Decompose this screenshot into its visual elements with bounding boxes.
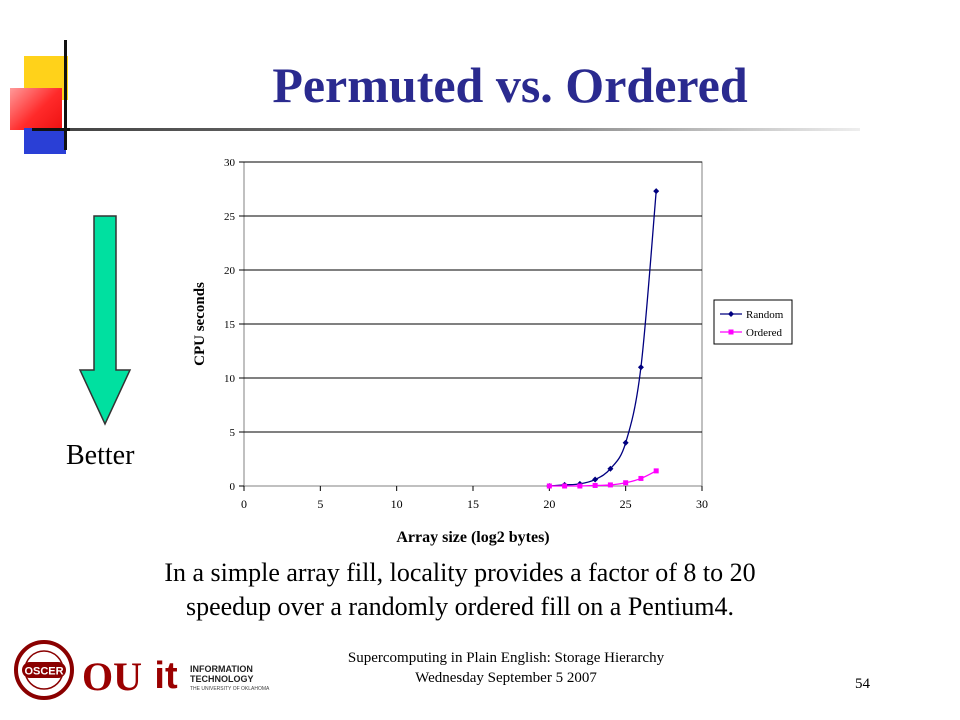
decor-horizontal-bar	[32, 128, 72, 131]
data-point-random-4	[607, 465, 614, 472]
ou-logo-text: OU	[82, 654, 142, 699]
footer-line-1: Supercomputing in Plain English: Storage…	[347, 650, 665, 666]
better-label: Better	[66, 440, 135, 471]
data-point-ordered-0	[546, 483, 552, 489]
y-tick-label: 30	[224, 157, 236, 169]
caption-line-1: In a simple array fill, locality provide…	[164, 558, 756, 587]
decor-red-square	[10, 88, 62, 130]
data-point-ordered-7	[653, 468, 659, 474]
x-tick-label: 20	[543, 497, 555, 511]
ou-logo: OU	[82, 654, 142, 699]
down-arrow-shape	[78, 215, 132, 426]
data-point-random-6	[637, 364, 644, 371]
oscer-logo-text: OSCER	[24, 666, 63, 678]
y-tick-label: 25	[224, 211, 236, 223]
data-point-ordered-4	[607, 482, 613, 488]
data-point-random-5	[622, 439, 629, 446]
series-ordered	[546, 468, 659, 489]
chart-legend-items: Random Ordered	[720, 309, 784, 339]
it-logo-line-2: TECHNOLOGY	[190, 674, 254, 684]
decor-vertical-bar	[64, 40, 67, 150]
oscer-logo: OSCER	[14, 640, 74, 700]
title-underline	[70, 128, 860, 131]
legend-item-ordered: Ordered	[720, 327, 783, 339]
slide-title: Permuted vs. Ordered	[272, 57, 748, 113]
legend-item-random: Random	[720, 309, 784, 321]
footer-line-2: Wednesday September 5 2007	[415, 670, 597, 686]
data-point-random-3	[592, 476, 599, 483]
slide-footer: Supercomputing in Plain English: Storage…	[276, 648, 736, 688]
data-point-ordered-1	[562, 483, 568, 489]
data-point-ordered-6	[638, 475, 644, 481]
legend-label: Random	[746, 309, 784, 321]
data-point-ordered-3	[592, 482, 598, 488]
chart-y-tick-labels: 0 5 10 15 20 25 30	[224, 157, 236, 493]
it-logo-mark: it	[154, 655, 178, 697]
y-tick-label: 10	[224, 373, 236, 385]
caption-line-2: speedup over a randomly ordered fill on …	[185, 592, 735, 621]
y-tick-label: 0	[230, 481, 236, 493]
decor-blue-square	[24, 128, 66, 154]
slide-number: 54	[855, 676, 870, 692]
x-tick-label: 15	[467, 497, 479, 511]
x-tick-label: 0	[241, 497, 247, 511]
it-logo: it INFORMATION TECHNOLOGY THE UNIVERSITY…	[154, 655, 270, 697]
x-tick-label: 5	[317, 497, 323, 511]
down-arrow-icon	[78, 215, 132, 426]
legend-label: Ordered	[746, 327, 783, 339]
chart-x-axis-label: Array size (log2 bytes)	[396, 529, 549, 546]
logo-strip: OSCER OU it INFORMATION TECHNOLOGY THE U…	[14, 640, 270, 700]
chart-x-tick-labels: 0 5 10 15 20 25 30	[241, 497, 708, 511]
y-tick-label: 15	[224, 319, 236, 331]
chart-y-axis-label: CPU seconds	[192, 282, 208, 366]
line-chart: 0 5 10 15 20 25 30 0 5 10 15 20 25 30 Array size (lo…	[192, 157, 793, 546]
x-tick-label: 10	[391, 497, 403, 511]
data-point-random-7	[653, 188, 660, 195]
data-point-random-legend	[728, 311, 734, 317]
data-point-ordered-5	[623, 480, 629, 486]
chart-gridlines	[239, 161, 703, 491]
y-tick-label: 5	[230, 427, 236, 439]
slide-caption: In a simple array fill, locality provide…	[60, 556, 860, 624]
chart-legend: Random Ordered	[713, 299, 793, 345]
x-tick-label: 25	[620, 497, 632, 511]
chart-legend-box	[713, 299, 793, 345]
data-point-ordered-2	[577, 483, 583, 489]
data-point-ordered-legend	[728, 329, 734, 335]
it-logo-line-3: THE UNIVERSITY OF OKLAHOMA	[190, 686, 270, 692]
x-tick-label: 30	[696, 497, 708, 511]
chart-series-layer	[546, 188, 660, 489]
it-logo-line-1: INFORMATION	[190, 664, 253, 674]
y-tick-label: 20	[224, 265, 236, 277]
